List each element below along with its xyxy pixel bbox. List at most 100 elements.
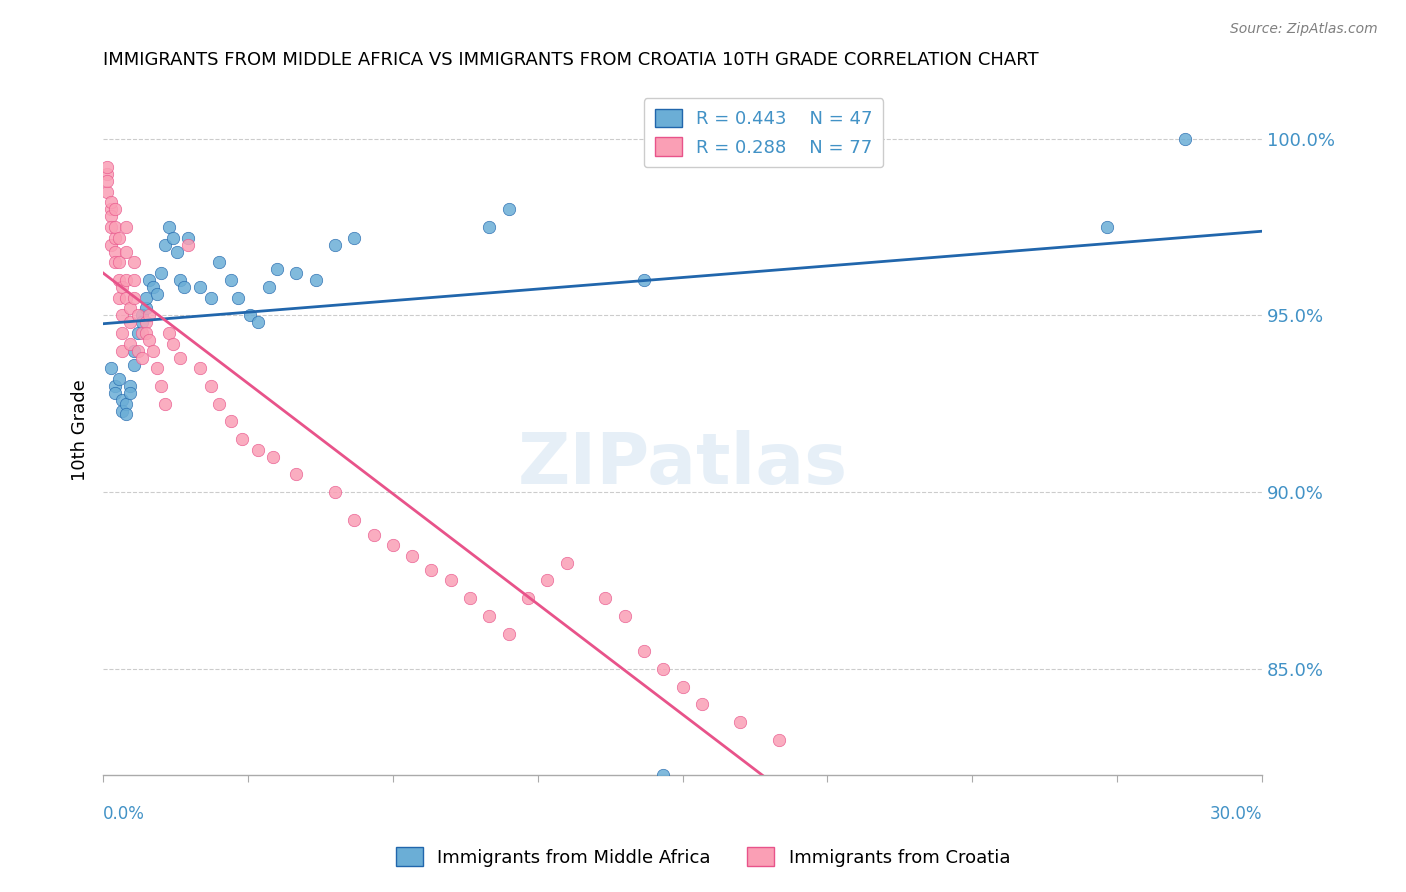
Point [96, 167, 118, 181]
Point [188, 361, 211, 376]
Point [135, 326, 157, 340]
Point [208, 397, 231, 411]
Text: ZIPatlas: ZIPatlas [517, 430, 848, 500]
Point [285, 266, 308, 280]
Point [323, 485, 346, 500]
Point [100, 202, 122, 217]
Point [200, 379, 222, 393]
Point [555, 556, 578, 570]
Point [111, 326, 134, 340]
Point [262, 450, 284, 464]
Point [120, 315, 142, 329]
Point [104, 255, 127, 269]
Point [633, 273, 655, 287]
Point [100, 210, 122, 224]
Point [146, 361, 169, 376]
Point [219, 273, 242, 287]
Point [146, 287, 169, 301]
Point [107, 255, 129, 269]
Point [115, 291, 138, 305]
Point [104, 244, 127, 259]
Legend: Immigrants from Middle Africa, Immigrants from Croatia: Immigrants from Middle Africa, Immigrant… [388, 840, 1018, 874]
Point [173, 280, 195, 294]
Point [120, 386, 142, 401]
Point [135, 315, 157, 329]
Text: 30.0%: 30.0% [1209, 805, 1263, 823]
Point [652, 662, 675, 676]
Point [104, 379, 127, 393]
Point [440, 574, 463, 588]
Point [107, 291, 129, 305]
Point [162, 230, 184, 244]
Point [100, 237, 122, 252]
Point [458, 591, 481, 606]
Point [323, 237, 346, 252]
Point [162, 336, 184, 351]
Point [652, 768, 675, 782]
Point [343, 230, 366, 244]
Point [157, 219, 180, 234]
Text: Source: ZipAtlas.com: Source: ZipAtlas.com [1230, 22, 1378, 37]
Text: 0.0%: 0.0% [103, 805, 145, 823]
Point [122, 343, 145, 358]
Point [122, 273, 145, 287]
Point [1174, 131, 1197, 145]
Point [169, 351, 191, 365]
Point [401, 549, 423, 563]
Point [177, 230, 200, 244]
Point [96, 160, 118, 174]
Point [104, 202, 127, 217]
Point [111, 280, 134, 294]
Point [246, 315, 269, 329]
Point [111, 343, 134, 358]
Point [115, 244, 138, 259]
Point [153, 397, 176, 411]
Point [536, 574, 558, 588]
Point [120, 336, 142, 351]
Point [228, 291, 250, 305]
Point [135, 301, 157, 316]
Point [593, 591, 616, 606]
Point [671, 680, 693, 694]
Point [122, 291, 145, 305]
Point [343, 513, 366, 527]
Point [100, 361, 122, 376]
Point [131, 308, 153, 322]
Point [166, 244, 188, 259]
Point [115, 219, 138, 234]
Point [257, 280, 280, 294]
Point [157, 326, 180, 340]
Point [246, 442, 269, 457]
Point [127, 326, 149, 340]
Point [200, 291, 222, 305]
Point [613, 608, 636, 623]
Point [111, 393, 134, 408]
Point [122, 255, 145, 269]
Point [104, 386, 127, 401]
Point [138, 308, 160, 322]
Point [420, 563, 443, 577]
Point [517, 591, 540, 606]
Point [127, 308, 149, 322]
Point [169, 273, 191, 287]
Point [107, 372, 129, 386]
Point [120, 379, 142, 393]
Point [381, 538, 404, 552]
Point [142, 280, 165, 294]
Point [96, 174, 118, 188]
Point [107, 230, 129, 244]
Point [478, 219, 501, 234]
Point [150, 379, 173, 393]
Point [188, 280, 211, 294]
Point [96, 185, 118, 199]
Point [122, 358, 145, 372]
Point [633, 644, 655, 658]
Point [111, 308, 134, 322]
Point [131, 326, 153, 340]
Point [177, 237, 200, 252]
Point [150, 266, 173, 280]
Point [131, 315, 153, 329]
Point [730, 714, 752, 729]
Point [768, 732, 790, 747]
Point [100, 219, 122, 234]
